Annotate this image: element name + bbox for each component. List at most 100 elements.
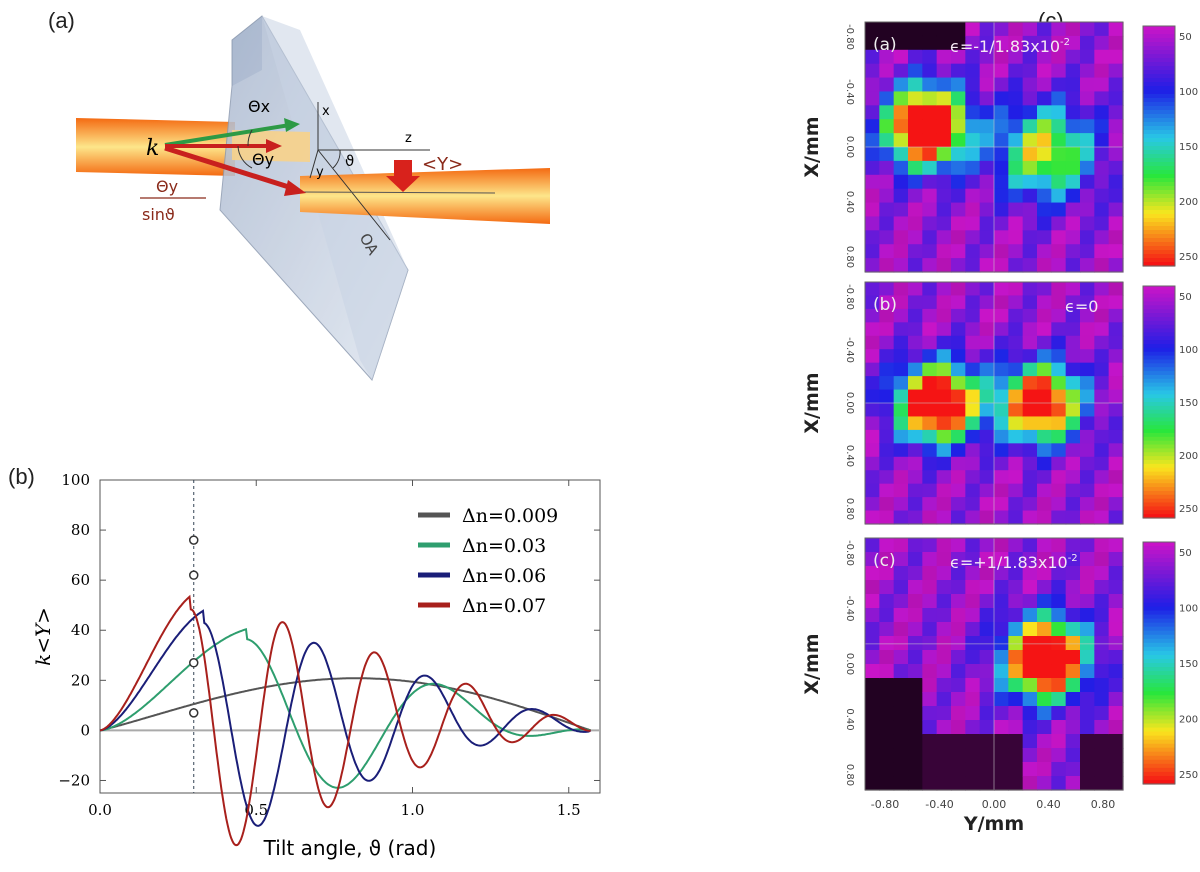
heatmap-cell — [979, 282, 995, 297]
colorbar-cell — [1143, 626, 1175, 632]
heatmap-cell — [879, 692, 895, 707]
colorbar-cell — [1143, 586, 1175, 591]
colorbar-label: 250 — [1179, 252, 1198, 263]
colorbar-cell — [1143, 262, 1175, 267]
heatmap-cell — [1051, 594, 1067, 609]
heatmap-cell — [879, 147, 895, 162]
heatmap-cell — [1108, 49, 1124, 65]
marker-point — [189, 570, 199, 580]
heatmap-cell — [1094, 147, 1110, 162]
heatmap-cell — [922, 580, 938, 595]
heatmap-cell — [936, 734, 952, 749]
colorbar-cell — [1143, 695, 1175, 700]
colorbar-cell — [1143, 550, 1175, 555]
heatmap-cell — [951, 49, 966, 65]
heatmap-cell — [936, 510, 952, 525]
heatmap-cell — [908, 349, 923, 364]
heatmap-cell — [893, 362, 909, 377]
heatmap-cell — [979, 174, 995, 190]
heatmap-cell — [1008, 389, 1024, 404]
colorbar-cell — [1143, 371, 1175, 376]
heatmap-cell — [893, 497, 909, 512]
heatmap-cell — [1022, 483, 1038, 498]
colorbar-cell — [1143, 190, 1175, 195]
heatmap-cell — [893, 105, 909, 120]
heatmap-cell — [1065, 282, 1081, 297]
heatmap-cell — [965, 580, 981, 595]
heatmap-cell — [908, 429, 923, 444]
vartheta-label: ϑ — [345, 152, 354, 170]
heatmap-cell — [951, 580, 966, 595]
colorbar-cell — [1143, 102, 1175, 107]
y-tick-label: -0.40 — [844, 596, 855, 622]
colorbar-cell — [1143, 667, 1175, 672]
heatmap-cell — [1037, 202, 1052, 218]
heatmap-cell — [1080, 580, 1095, 595]
crystal-diagram: k Θx Θy Θy sinϑ x z y ϑ <Y> OA — [76, 15, 550, 381]
heatmap-cell — [893, 443, 909, 458]
colorbar-cell — [1143, 727, 1175, 733]
heatmap-cell — [1051, 608, 1067, 623]
heatmap-cell — [879, 580, 895, 595]
heatmap-cell — [979, 443, 995, 458]
heatmap-cell — [1008, 443, 1024, 458]
heatmap-cell — [1008, 720, 1024, 735]
heatmap-cell — [893, 429, 909, 444]
heatmap-cell — [965, 416, 981, 431]
epsilon-label: ϵ=-1/1.83x10-2 — [950, 37, 1070, 56]
heatmap-cell — [1108, 376, 1124, 391]
heatmap-cell — [1080, 322, 1095, 337]
heatmap-cell — [1065, 706, 1081, 721]
heatmap-cell — [994, 650, 1009, 665]
heatmap-cell — [979, 376, 995, 391]
heatmap-cell — [922, 403, 938, 418]
heatmap-cell — [1008, 133, 1024, 148]
heatmap-cell — [922, 456, 938, 471]
heatmap-cell — [1037, 720, 1052, 735]
heatmap-cell — [893, 692, 909, 707]
heatmap-cell — [1065, 664, 1081, 679]
heatmap-cell — [865, 188, 880, 204]
heatmap-cell — [1022, 322, 1038, 337]
heatmap-cell — [1094, 456, 1110, 471]
heatmap-cell — [1080, 748, 1095, 763]
heatmap-cell — [1051, 216, 1067, 231]
heatmap-cell — [879, 49, 895, 65]
colorbar-cell — [1143, 440, 1175, 446]
heatmap-cell — [1022, 105, 1038, 120]
heatmap-cell — [1094, 49, 1110, 65]
colorbar-cell — [1143, 602, 1175, 608]
heatmap-cell — [994, 63, 1009, 79]
colorbar-cell — [1143, 436, 1175, 442]
heatmap-cell — [1008, 376, 1024, 391]
heatmap-cell — [1080, 308, 1095, 323]
heatmap-cell — [1051, 295, 1067, 310]
colorbar-cell — [1143, 723, 1175, 729]
heatmap-cell — [893, 244, 909, 259]
heatmap-cell — [908, 376, 923, 391]
heatmap-cell — [1037, 762, 1052, 777]
heatmap-cell — [922, 22, 938, 37]
heatmap-cell — [951, 308, 966, 323]
heatmap-cell — [1022, 362, 1038, 377]
heatmap-cell — [1008, 594, 1024, 609]
colorbar-cell — [1143, 336, 1175, 341]
heatmap-cell — [1051, 692, 1067, 707]
heatmap-cell — [1008, 216, 1024, 231]
heatmap-cell — [1008, 230, 1024, 245]
colorbar-cell — [1143, 86, 1175, 91]
heatmap-cell — [1065, 762, 1081, 777]
heatmap-cell — [1094, 622, 1110, 637]
heatmap-cell — [1051, 49, 1067, 65]
heatmap-cell — [965, 692, 981, 707]
marker-point — [189, 708, 199, 718]
heatmap-cell — [879, 174, 895, 190]
colorbar-cell — [1143, 610, 1175, 616]
shift-label: <Y> — [422, 154, 463, 175]
heatmap-cell — [936, 403, 952, 418]
heatmap-cell — [1008, 776, 1024, 791]
heatmap-cell — [1080, 174, 1095, 190]
heatmap-cell — [951, 650, 966, 665]
heatmap-cell — [965, 63, 981, 79]
heatmap-cell — [1065, 497, 1081, 512]
